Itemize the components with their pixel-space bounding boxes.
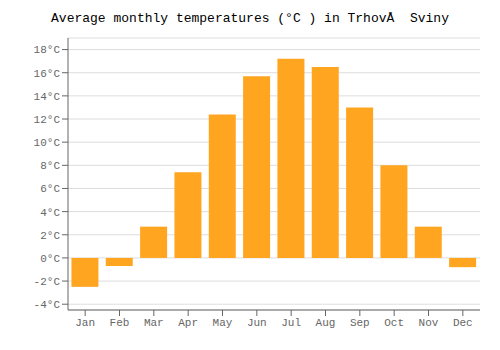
- svg-text:14°C: 14°C: [34, 91, 61, 103]
- svg-text:Aug: Aug: [316, 317, 336, 329]
- html-text:Average monthly temperatures (: Average monthly temperatures (°C ) in Tr…: [51, 11, 449, 26]
- svg-text:-4°C: -4°C: [34, 299, 61, 311]
- svg-text:Nov: Nov: [419, 317, 439, 329]
- svg-text:-2°C: -2°C: [34, 276, 61, 288]
- svg-text:Jul: Jul: [281, 317, 301, 329]
- svg-text:Dec: Dec: [453, 317, 473, 329]
- svg-text:May: May: [213, 317, 233, 329]
- svg-text:Feb: Feb: [110, 317, 130, 329]
- svg-text:0°C: 0°C: [40, 253, 60, 265]
- svg-text:Apr: Apr: [178, 317, 198, 329]
- svg-text:12°C: 12°C: [34, 114, 61, 126]
- svg-text:2°C: 2°C: [40, 230, 60, 242]
- svg-text:Mar: Mar: [144, 317, 164, 329]
- svg-text:4°C: 4°C: [40, 207, 60, 219]
- svg-text:Oct: Oct: [384, 317, 404, 329]
- svg-text:Jan: Jan: [75, 317, 95, 329]
- svg-text:18°C: 18°C: [34, 44, 61, 56]
- svg-text:6°C: 6°C: [40, 183, 60, 195]
- svg-text:10°C: 10°C: [34, 137, 61, 149]
- svg-text:Jun: Jun: [247, 317, 267, 329]
- svg-text:Sep: Sep: [350, 317, 370, 329]
- svg-text:16°C: 16°C: [34, 68, 61, 80]
- svg-text:8°C: 8°C: [40, 160, 60, 172]
